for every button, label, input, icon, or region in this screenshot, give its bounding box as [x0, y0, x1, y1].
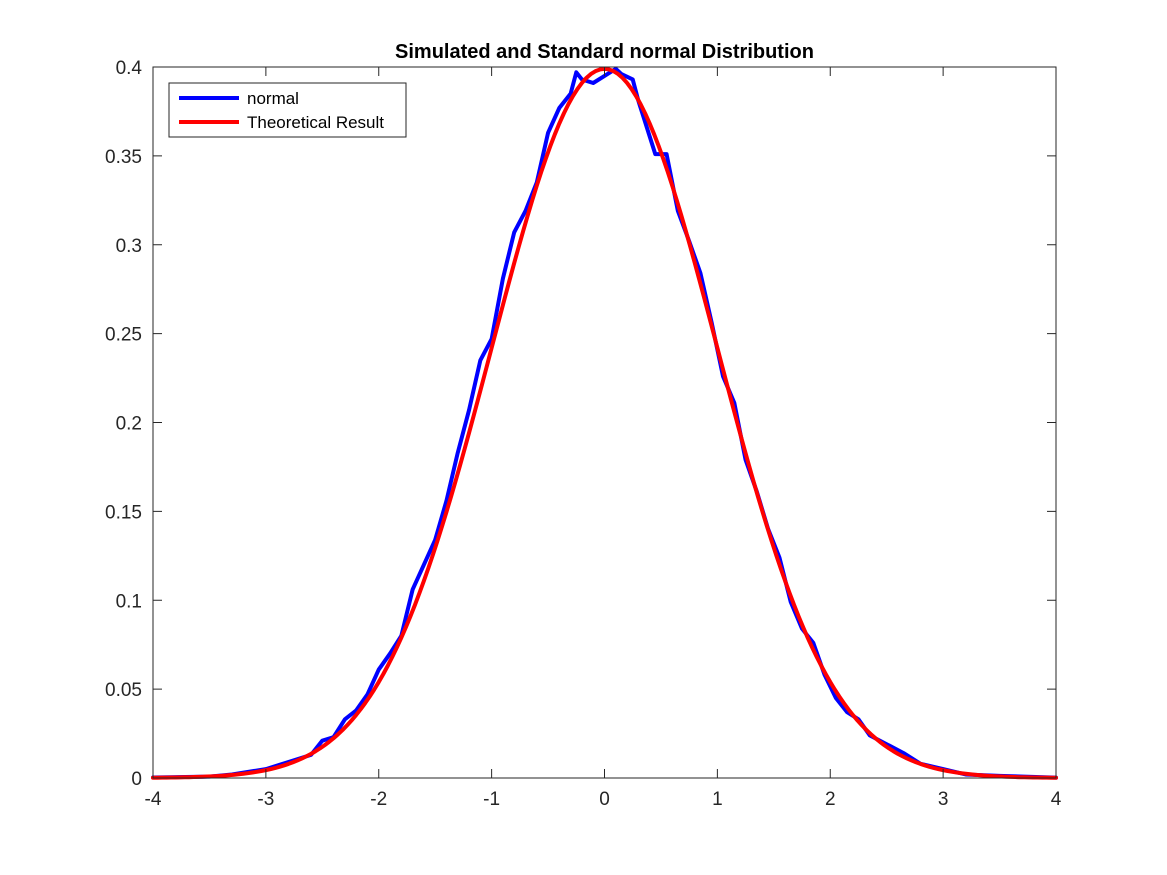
- x-tick-label: 0: [599, 789, 610, 810]
- x-tick-label: 3: [938, 789, 949, 810]
- chart-title: Simulated and Standard normal Distributi…: [395, 41, 814, 63]
- y-tick-label: 0.3: [116, 236, 142, 257]
- legend-label: normal: [247, 89, 299, 108]
- y-tick-label: 0.25: [105, 325, 142, 346]
- x-tick-label: 1: [712, 789, 723, 810]
- legend-box: [168, 82, 407, 138]
- x-tick-label: -3: [257, 789, 274, 810]
- y-tick-label: 0: [131, 769, 142, 790]
- x-tick-label: -2: [370, 789, 387, 810]
- x-tick-label: 4: [1051, 789, 1062, 810]
- x-tick-label: -1: [483, 789, 500, 810]
- y-tick-label: 0.4: [116, 58, 143, 79]
- y-tick-label: 0.2: [116, 414, 142, 435]
- y-tick-label: 0.15: [105, 502, 142, 523]
- legend-label: Theoretical Result: [247, 113, 384, 132]
- y-tick-label: 0.05: [105, 680, 142, 701]
- y-tick-label: 0.35: [105, 147, 142, 168]
- legend: normal Theoretical Result: [168, 82, 407, 138]
- x-tick-label: -4: [145, 789, 162, 810]
- x-tick-label: 2: [825, 789, 836, 810]
- y-tick-label: 0.1: [116, 591, 142, 612]
- axes: -4 -3 -2 -1 0 1 2 3 4 0 0.05 0.1 0.15 0.2 0.25 0.3 0.35 0…: [105, 58, 1062, 810]
